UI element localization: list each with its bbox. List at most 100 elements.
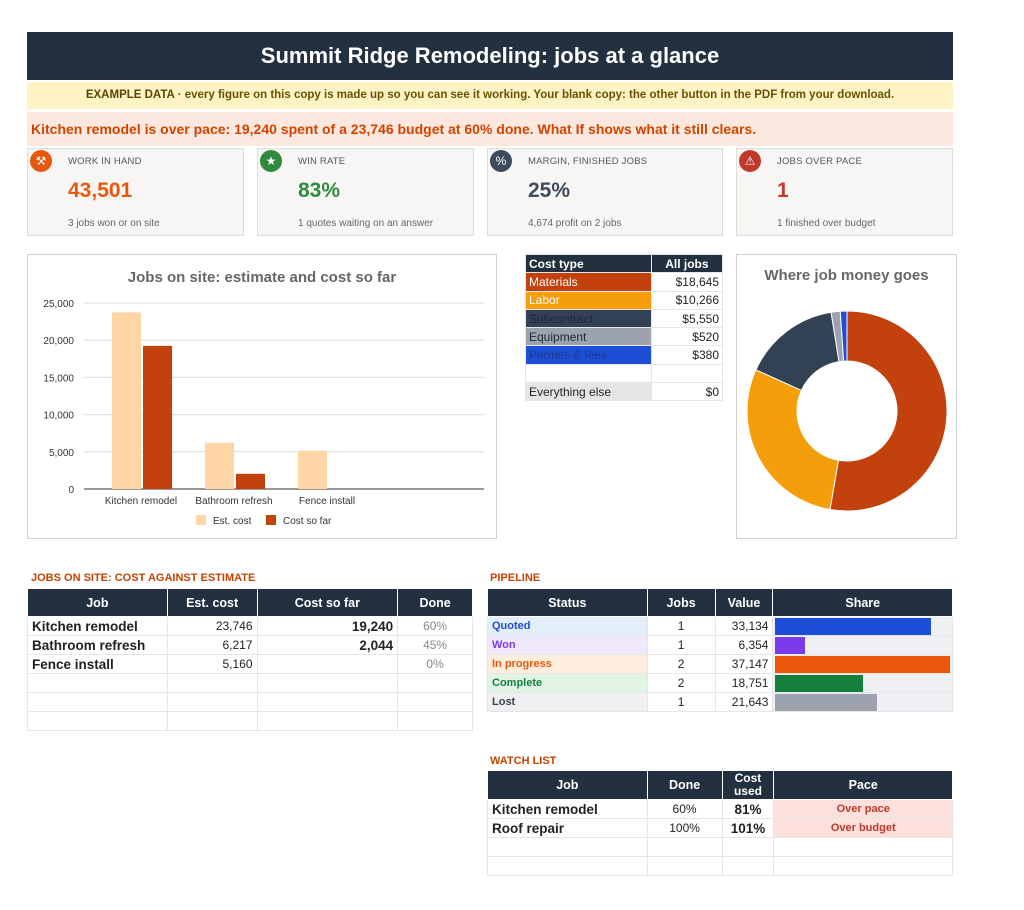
pipeline-share-bar [775,674,863,692]
pipeline-jobs: 2 [646,654,716,674]
done-pct [397,692,473,712]
x-tick-label: Fence install [299,496,355,507]
warning-icon: ⚠ [739,150,761,172]
pipeline-share-cell [772,673,953,693]
table-row [27,673,473,693]
kpi-jobs-over-pace: ⚠ JOBS OVER PACE 1 1 finished over budge… [736,148,953,236]
pipeline-row: In progress 2 37,147 [487,654,953,674]
done-pct: 0% [397,654,473,674]
done-pct: 45% [397,635,473,655]
cost-type-row [525,363,724,384]
cost-type-value: $380 [650,345,724,365]
cost-type-label: Labor [525,290,652,310]
pipeline-row: Lost 1 21,643 [487,692,953,712]
value-header: Value [714,588,774,617]
cost-type-value: $0 [650,382,724,402]
watch-list-title: WATCH LIST [490,755,557,767]
cost-type-table: Cost type All jobs Materials $18,645 Labor… [525,253,724,402]
kpi-sub: 3 jobs won or on site [68,218,160,229]
cost-type-row: Labor $10,266 [525,290,724,310]
pipeline-share-cell [772,654,953,674]
kpi-label: MARGIN, FINISHED JOBS [528,156,648,167]
donut-slice [839,310,848,362]
cost-type-row: Permits & fees $380 [525,345,724,365]
cost-type-label: Equipment [525,327,652,347]
donut-chart [746,310,948,512]
kpi-sub: 1 quotes waiting on an answer [298,218,434,229]
bar [298,450,327,489]
cost-type-row: Subcontract $5,550 [525,308,724,329]
watch-pace [773,856,953,876]
kpi-value: 43,501 [68,179,133,202]
est-cost [166,711,258,731]
watch-done: 100% [646,818,723,838]
cost-so-far: 2,044 [256,635,399,655]
donut-slice [746,369,840,511]
cost-type-value: $520 [650,327,724,347]
done-header: Done [397,588,473,617]
pipeline-value: 18,751 [714,673,774,693]
est-cost: 23,746 [166,616,258,636]
pipeline-value: 21,643 [714,692,774,712]
jobs-on-site-table: Job Est. cost Cost so far Done Kitchen r… [27,588,473,731]
pipeline-jobs: 1 [646,616,716,636]
pipeline-status: In progress [487,654,648,674]
hammer-icon: ⚒ [30,150,52,172]
jobs-on-site-title: JOBS ON SITE: COST AGAINST ESTIMATE [31,572,256,584]
legend-swatch [196,515,206,525]
cost-so-far [256,654,399,674]
watch-cost-used [721,856,775,876]
cost-so-far [256,692,399,712]
watch-pace-header: Pace [773,770,953,800]
x-tick-label: Bathroom refresh [195,496,272,507]
cost-type-value: $10,266 [650,290,724,310]
pipeline-row: Won 1 6,354 [487,635,953,655]
watch-done [646,856,723,876]
watch-job [487,837,648,857]
donut-slice [829,310,948,512]
watch-row [487,837,953,857]
pipeline-share-cell [772,635,953,655]
legend-swatch [266,515,276,525]
watch-row [487,856,953,876]
y-tick-label: 20,000 [43,336,74,347]
watch-job [487,856,648,876]
watch-cost-used: 101% [721,818,775,838]
done-pct [397,711,473,731]
watch-done: 60% [646,799,723,819]
est-cost: 6,217 [166,635,258,655]
watch-done-header: Done [646,770,723,800]
banner-separator: · [177,89,182,101]
table-row [27,692,473,712]
y-tick-label: 15,000 [43,373,74,384]
pipeline-status: Lost [487,692,648,712]
legend-label: Cost so far [283,516,332,527]
watch-job: Kitchen remodel [487,799,648,819]
y-tick-label: 5,000 [49,448,74,459]
pipeline-jobs: 1 [646,692,716,712]
kpi-label: JOBS OVER PACE [777,156,862,167]
est-cost [166,692,258,712]
pipeline-share-bar [775,617,931,635]
cost-type-header: Cost type [525,253,652,274]
jobs-header: Jobs [646,588,716,617]
pipeline-value: 6,354 [714,635,774,655]
job-name [27,711,168,731]
watch-row: Roof repair 100% 101% Over budget [487,818,953,838]
watch-pace: Over budget [773,818,953,838]
job-name: Kitchen remodel [27,616,168,636]
table-row [27,711,473,731]
status-header: Status [487,588,648,617]
kpi-value: 83% [298,179,341,202]
bar-chart: 25,000 20,000 15,000 10,000 5,000 0 Kitchen re… [43,299,484,527]
watch-pace [773,837,953,857]
legend-label: Est. cost [213,516,252,527]
y-tick-label: 0 [68,485,74,496]
kpi-value: 1 [777,179,789,202]
x-tick-label: Kitchen remodel [105,496,177,507]
y-tick-label: 25,000 [43,299,74,310]
est-cost [166,673,258,693]
pipeline-share-bar [775,655,950,673]
pipeline-share-bar [775,636,806,654]
watch-job: Roof repair [487,818,648,838]
